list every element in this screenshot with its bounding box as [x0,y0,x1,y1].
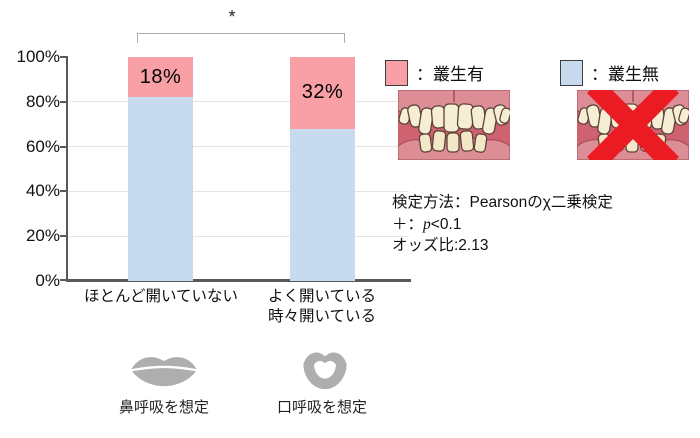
bar-segment-crowding-absent [290,128,355,281]
bar-mouth-breathing: 32% [290,57,355,281]
ytick-0 [60,279,66,281]
category-label-mouth-line2: 時々開いている [267,308,377,325]
gridline-20 [69,236,409,237]
x-axis-line [66,279,411,282]
bar-segment-crowding-absent [128,97,193,281]
gridline-40 [69,191,409,192]
open-lips-icon [303,352,347,390]
ytick-label-0: 0% [35,271,60,290]
significance-marker: * [228,7,236,27]
ytick-20 [60,235,66,237]
ytick-40 [60,190,66,192]
p-value-threshold: <0.1 [430,215,462,233]
p-value-prefix: ＋： [392,215,424,233]
odds-ratio-line: オッズ比:2.13 [392,237,489,254]
ytick-60 [60,146,66,148]
p-value-line: ＋：p<0.1 [392,214,613,236]
ytick-label-40: 40% [25,181,60,200]
legend-swatch-pink [385,59,408,86]
crowded-teeth-illustration-crossed-out [577,90,689,160]
crowded-teeth-illustration [398,90,510,160]
legend-label-crowding-absent: ：叢生無 [591,65,659,84]
ytick-label-80: 80% [25,92,60,111]
legend-label-crowding-present: ：叢生有 [416,65,484,84]
p-symbol: p [423,215,431,233]
category-label-mouth-line1: よく開いている [267,288,377,305]
nasal-breathing-label: 鼻呼吸を想定 [118,399,210,416]
ytick-label-20: 20% [25,226,60,245]
bar-segment-crowding-present: 32% [290,57,355,129]
ytick-100 [60,56,66,58]
data-label: 32% [301,81,344,104]
data-label: 18% [139,65,182,88]
category-label-nasal: ほとんど開いていない [83,288,239,305]
y-axis-line [66,56,68,281]
category-label-mouth: よく開いている 時々開いている [268,287,376,327]
bar-segment-crowding-present: 18% [128,57,193,98]
gridline-60 [69,146,409,147]
legend-swatch-blue [560,59,583,86]
statistics-notes: 検定方法：Pearsonのχ二乗検定 ＋：p<0.1 オッズ比:2.13 [392,192,613,257]
mouth-breathing-label: 口呼吸を想定 [276,399,368,416]
bar-nasal-breathing: 18% [128,57,193,281]
ytick-80 [60,101,66,103]
closed-lips-icon [131,357,197,387]
legend-item-crowding-absent: ：叢生無 [560,58,659,87]
significance-bracket [137,33,345,43]
legend-item-crowding-present: ：叢生有 [385,58,484,87]
ytick-label-100: 100% [16,47,60,66]
red-cross-icon [587,90,679,160]
gridline-80 [69,101,409,102]
ytick-label-60: 60% [25,137,60,156]
test-method-line: 検定方法：Pearsonのχ二乗検定 [392,194,613,211]
